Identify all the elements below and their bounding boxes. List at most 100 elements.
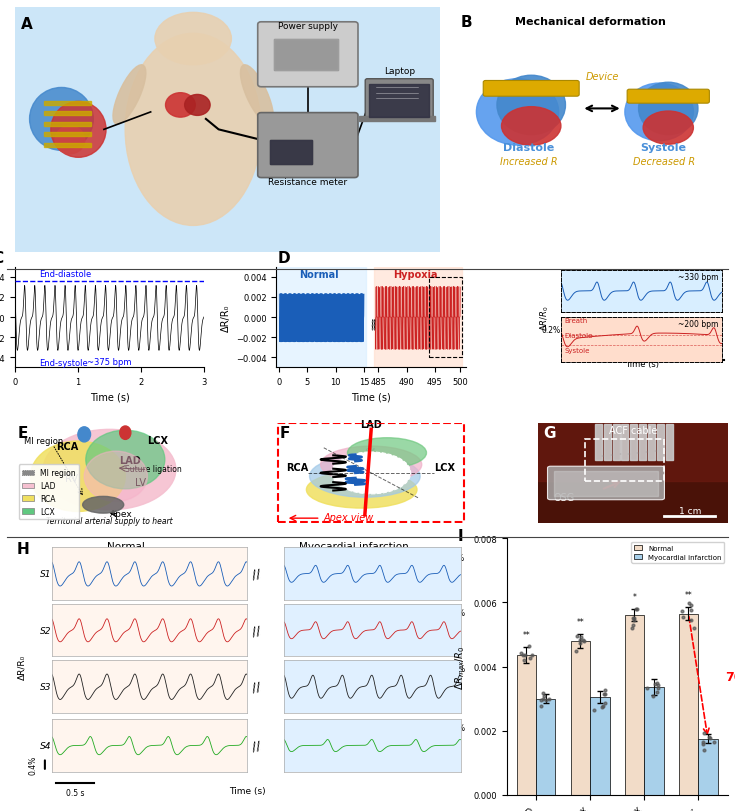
Text: S4: S4: [365, 448, 376, 457]
Ellipse shape: [476, 79, 559, 146]
Point: [651, 685, 663, 698]
Bar: [44, 101, 91, 105]
Point: [574, 637, 586, 650]
Point: [704, 732, 716, 745]
Point: [698, 736, 709, 749]
Ellipse shape: [113, 66, 146, 125]
Point: [537, 693, 549, 706]
Ellipse shape: [625, 84, 693, 142]
Ellipse shape: [120, 427, 131, 440]
Ellipse shape: [155, 13, 232, 66]
Text: Apex: Apex: [110, 510, 132, 519]
Text: //: //: [251, 567, 262, 581]
Ellipse shape: [51, 102, 106, 158]
Text: I: I: [458, 529, 464, 543]
Bar: [44, 144, 91, 148]
Point: [685, 603, 697, 616]
Ellipse shape: [43, 430, 176, 510]
Text: ΔR/R₀: ΔR/R₀: [17, 654, 26, 680]
X-axis label: Time (s): Time (s): [90, 392, 129, 402]
Point: [599, 697, 611, 710]
Point: [708, 735, 720, 748]
Text: E: E: [18, 426, 28, 440]
Text: Systole: Systole: [641, 144, 686, 153]
Text: Territorial arterial supply to heart: Territorial arterial supply to heart: [46, 517, 173, 526]
Point: [683, 596, 695, 609]
Bar: [666, 425, 673, 460]
Text: Power supply: Power supply: [278, 22, 338, 31]
Text: $\Delta R_{max}/R_0$ = 0.30%: $\Delta R_{max}/R_0$ = 0.30%: [394, 551, 465, 564]
Text: A: A: [21, 17, 33, 32]
Point: [600, 688, 612, 701]
Bar: [603, 425, 611, 460]
Text: S2: S2: [40, 626, 51, 635]
Point: [627, 611, 639, 624]
Text: B: B: [460, 15, 472, 30]
Text: S3: S3: [40, 682, 51, 691]
Bar: [536, 699, 556, 795]
Point: [517, 654, 529, 667]
Ellipse shape: [184, 96, 210, 116]
Ellipse shape: [78, 427, 90, 442]
Bar: [44, 122, 91, 127]
Text: Normal: Normal: [299, 269, 339, 280]
Text: 0.2%: 0.2%: [542, 326, 561, 335]
Ellipse shape: [320, 447, 422, 483]
Ellipse shape: [55, 127, 85, 155]
Point: [628, 613, 639, 626]
Text: RCA: RCA: [56, 442, 78, 452]
Bar: [590, 697, 609, 795]
Text: H: H: [17, 541, 30, 556]
Bar: [612, 425, 620, 460]
Point: [685, 613, 697, 626]
Text: Resistance meter: Resistance meter: [268, 178, 348, 187]
FancyBboxPatch shape: [258, 23, 358, 88]
Ellipse shape: [85, 452, 148, 502]
Ellipse shape: [125, 34, 261, 226]
Point: [652, 679, 664, 692]
Text: 0.31%: 0.31%: [441, 608, 465, 617]
Point: [598, 688, 609, 701]
Bar: [270, 140, 312, 165]
Point: [649, 678, 661, 691]
Bar: [631, 425, 637, 460]
Text: ACF cable: ACF cable: [609, 426, 657, 436]
Point: [631, 603, 643, 616]
Point: [631, 603, 642, 616]
Text: S1: S1: [40, 569, 51, 578]
Ellipse shape: [30, 441, 125, 512]
Ellipse shape: [497, 76, 565, 135]
Bar: [644, 688, 664, 795]
Y-axis label: $\Delta R_{max}/R_0$: $\Delta R_{max}/R_0$: [453, 645, 467, 689]
Text: LV: LV: [135, 477, 146, 487]
Point: [575, 630, 587, 643]
Text: //: //: [251, 623, 262, 637]
Text: S1: S1: [356, 485, 367, 494]
Point: [543, 693, 555, 706]
Bar: [274, 40, 337, 71]
Point: [652, 682, 664, 695]
Text: //: //: [251, 680, 262, 693]
Point: [519, 649, 531, 662]
Text: S3: S3: [356, 460, 367, 469]
Bar: [698, 739, 717, 795]
Text: MI region: MI region: [24, 436, 63, 445]
Point: [570, 645, 581, 658]
Point: [570, 629, 582, 642]
Point: [535, 699, 547, 712]
Bar: [538, 423, 728, 482]
Ellipse shape: [82, 497, 123, 513]
Text: $\Delta R/R_0$: $\Delta R/R_0$: [538, 305, 551, 330]
Point: [698, 727, 710, 740]
Text: D: D: [277, 251, 290, 265]
Text: LAD: LAD: [360, 419, 382, 429]
Bar: [657, 425, 664, 460]
Bar: [517, 655, 536, 795]
Text: 70%: 70%: [725, 670, 735, 683]
Text: RV: RV: [65, 474, 78, 483]
Text: End-systole: End-systole: [39, 358, 87, 368]
Text: Increased R: Increased R: [500, 157, 558, 167]
Text: *: *: [632, 593, 637, 602]
Point: [642, 682, 653, 695]
Ellipse shape: [309, 456, 420, 498]
